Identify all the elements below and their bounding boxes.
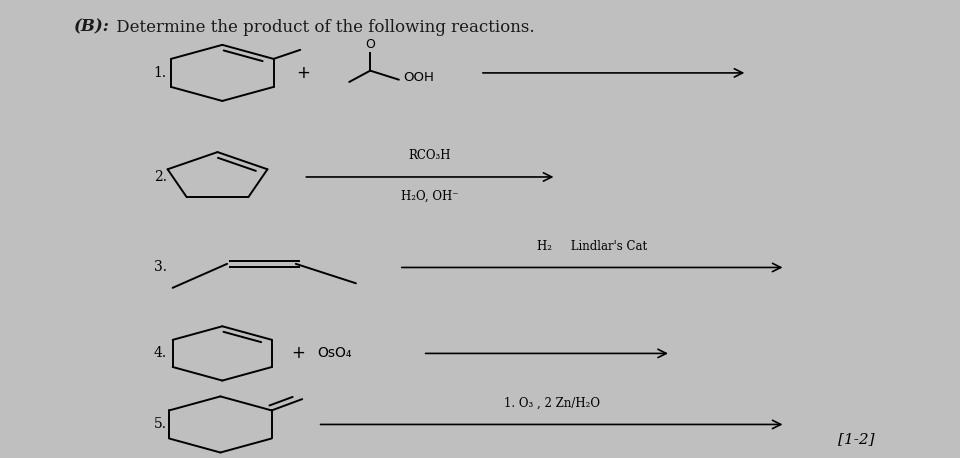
Text: OOH: OOH: [403, 71, 435, 84]
Text: OsO₄: OsO₄: [318, 346, 352, 360]
Text: H₂     Lindlar's Cat: H₂ Lindlar's Cat: [537, 240, 647, 253]
Text: 5.: 5.: [154, 417, 167, 431]
Text: 1. O₃ , 2 Zn/H₂O: 1. O₃ , 2 Zn/H₂O: [504, 397, 600, 410]
Text: [1-2]: [1-2]: [838, 432, 875, 446]
Text: O: O: [366, 38, 375, 51]
Text: RCO₃H: RCO₃H: [409, 149, 451, 163]
Text: 1.: 1.: [154, 66, 167, 80]
Text: Determine the product of the following reactions.: Determine the product of the following r…: [110, 19, 535, 36]
Text: 3.: 3.: [154, 261, 167, 274]
Text: +: +: [297, 64, 310, 82]
Text: H₂O, OH⁻: H₂O, OH⁻: [401, 190, 459, 202]
Text: (B):: (B):: [74, 19, 110, 36]
Text: +: +: [292, 344, 305, 362]
Text: 4.: 4.: [154, 346, 167, 360]
Text: 2.: 2.: [154, 170, 167, 184]
